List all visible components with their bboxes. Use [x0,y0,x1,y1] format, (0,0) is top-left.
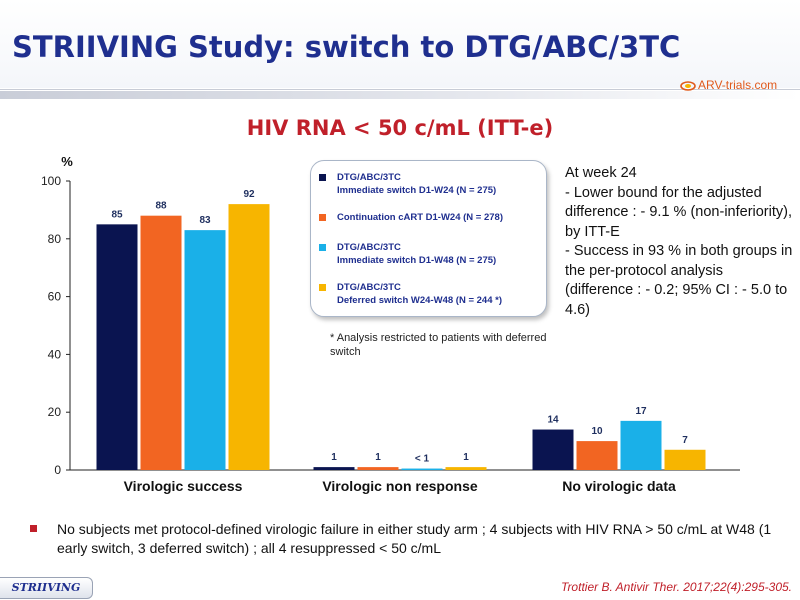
chart-axes: 0 20 40 60 80 100% Virologic success Virologic … [41,154,740,494]
legend-label-detail: Immediate switch D1-W24 (N = 275) [337,185,497,196]
y-tick-label: 100 [41,174,61,188]
header-band [0,0,800,88]
x-category-label: Virologic non response [322,478,478,494]
bar-value-label: 14 [547,415,559,426]
week24-note: At week 24 - Lower bound for the adjuste… [565,164,793,320]
bar-value-label: 92 [243,189,255,200]
arv-trials-logo: ARV-trials.com [680,78,777,92]
y-tick-label: 80 [48,232,62,246]
bar-value-label: 83 [199,215,211,226]
bar [313,467,355,470]
study-tag: STRIIVING [0,577,93,599]
legend-label: DTG/ABC/3TC [337,242,401,253]
chart-bars: 85 88 83 92 1 1 < 1 1 14 10 17 7 [96,189,706,471]
legend-label-detail: Deferred switch W24-W48 (N = 244 *) [337,295,502,306]
legend-swatch [319,214,326,221]
bullet-square-icon [30,525,37,532]
bar [140,215,182,470]
bar [664,449,706,470]
chart-title: HIV RNA < 50 c/mL (ITT-e) [246,116,554,140]
legend-label-detail: Immediate switch D1-W48 (N = 275) [337,255,497,266]
bar [532,429,574,470]
slide-title: STRIIVING Study: switch to DTG/ABC/3TC [12,30,681,64]
bar-value-label: 85 [111,209,123,220]
bar [445,467,487,470]
bar [576,441,618,470]
bar-value-label: 1 [331,452,337,463]
bar-value-label: 88 [155,201,167,212]
bar [228,204,270,470]
legend-swatch [319,284,326,291]
legend-swatch [319,244,326,251]
note-line: - Lower bound for the adjusted differenc… [565,184,792,240]
y-tick-label: 20 [48,405,62,419]
x-category-label: No virologic data [562,478,676,494]
bar-value-label: 1 [463,452,469,463]
logo-text: ARV-trials.com [698,78,778,92]
header-rule [0,89,800,90]
x-category-label: Virologic success [124,478,243,494]
legend-label: DTG/ABC/3TC [337,282,401,293]
bar-value-label: < 1 [415,454,430,465]
y-tick-label: 0 [54,463,61,477]
bar-value-label: 1 [375,452,381,463]
logo-swoosh-icon [680,81,696,91]
bar [184,230,226,470]
bullet-text: No subjects met protocol-defined virolog… [57,521,772,556]
bar-value-label: 10 [591,426,603,437]
citation: Trottier B. Antivir Ther. 2017;22(4):295… [561,580,792,594]
header-accent-bar [0,91,800,99]
y-tick-label: 40 [48,347,62,361]
legend-label: Continuation cART D1-W24 (N = 278) [337,212,503,223]
chart-legend: DTG/ABC/3TC Immediate switch D1-W24 (N = … [310,160,547,317]
bar [96,224,138,470]
legend-footnote: * Analysis restricted to patients with d… [330,332,547,358]
y-tick-label: 60 [48,290,62,304]
bar-value-label: 17 [635,406,647,417]
legend-label: DTG/ABC/3TC [337,172,401,183]
y-axis-label: % [61,154,73,169]
bar [620,420,662,470]
bar [357,467,399,470]
note-line: - Success in 93 % in both groups in the … [565,243,793,318]
bar-value-label: 7 [682,435,688,446]
bar [401,468,443,471]
note-line: At week 24 [565,165,637,181]
legend-swatch [319,174,326,181]
